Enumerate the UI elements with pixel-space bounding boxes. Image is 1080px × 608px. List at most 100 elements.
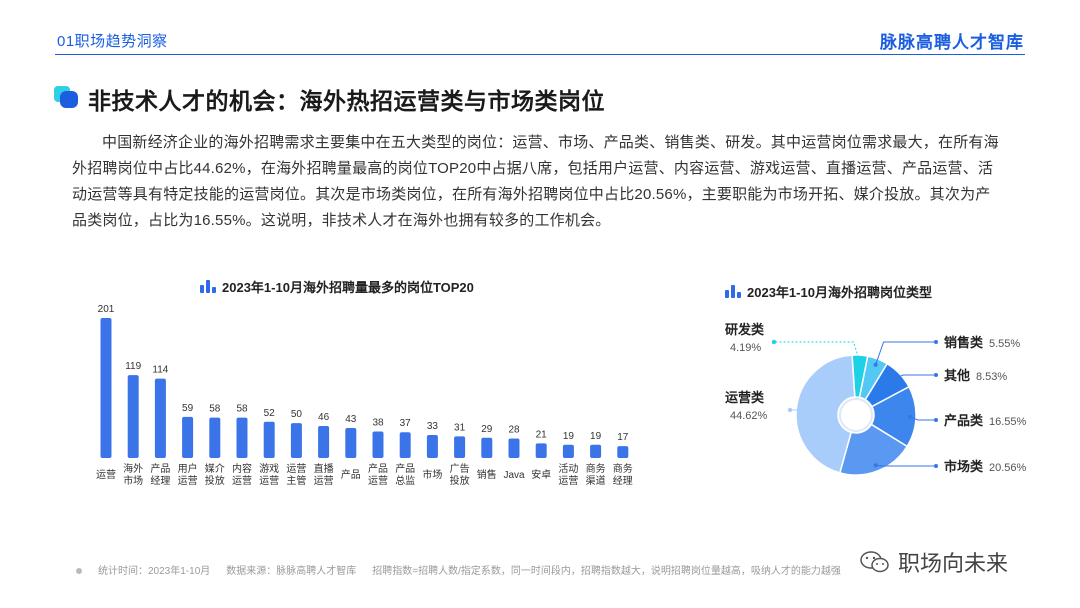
bar-value-label: 50 xyxy=(291,409,303,420)
slice-value: 5.55% xyxy=(989,338,1020,350)
footer-dot-icon xyxy=(76,568,82,575)
category-label: 安卓 xyxy=(531,468,551,481)
category-label: 总监 xyxy=(395,474,415,487)
bar-value-label: 46 xyxy=(318,412,330,423)
slice-label: 研发类 xyxy=(725,322,765,337)
bar xyxy=(209,417,221,458)
leader-end-dot xyxy=(934,373,938,377)
bar xyxy=(562,444,574,458)
donut-slice xyxy=(838,423,909,476)
category-label: 运营 xyxy=(314,474,334,487)
bar-value-label: 29 xyxy=(481,424,493,435)
slice-value: 4.19% xyxy=(730,342,761,354)
category-label: Java xyxy=(503,470,525,481)
category-label: 媒介 xyxy=(205,463,225,475)
category-label: 市场 xyxy=(422,468,442,481)
page-title: 非技术人才的机会：海外热招运营类与市场类岗位 xyxy=(88,88,605,114)
category-label: 投放 xyxy=(205,474,225,487)
category-label: 产品 xyxy=(150,462,170,475)
category-label: 经理 xyxy=(150,474,170,487)
leader-line xyxy=(875,341,936,365)
category-label: 游戏 xyxy=(259,462,279,475)
category-label: 运营 xyxy=(259,474,279,487)
leader-line xyxy=(875,464,936,467)
bar-value-label: 17 xyxy=(617,432,629,443)
footer-time: 统计时间：2023年1-10月 xyxy=(98,566,211,577)
category-label: 内容 xyxy=(232,462,252,475)
slice-value: 44.62% xyxy=(730,410,768,422)
bar xyxy=(154,378,166,458)
bar-value-label: 52 xyxy=(264,408,276,419)
category-label: 运营 xyxy=(178,474,198,487)
bar-value-label: 19 xyxy=(590,431,602,442)
bar xyxy=(236,417,248,458)
leader-end-dot xyxy=(934,340,938,344)
leader-line xyxy=(909,416,936,421)
summary-paragraph: 中国新经济企业的海外招聘需求主要集中在五大类型的岗位：运营、市场、产品类、销售类… xyxy=(72,134,999,229)
category-label: 海外 xyxy=(123,462,143,475)
bar xyxy=(426,435,438,458)
wechat-icon xyxy=(860,551,889,573)
bar xyxy=(345,428,357,458)
slice-label: 市场类 xyxy=(944,459,984,474)
bar-value-label: 59 xyxy=(182,403,194,414)
category-label: 直播 xyxy=(314,462,334,475)
bar xyxy=(182,416,194,458)
donut-chart: 研发类 4.19% 销售类 5.55% 其他 8.53% 产品类 16.55% 市场类 20.56… xyxy=(725,322,1027,476)
footer: 统计时间：2023年1-10月 数据来源：脉脉高聘人才智库 招聘指数=招聘人数/指定… xyxy=(76,562,857,577)
bar-chart-icon xyxy=(200,280,216,293)
leader-dot xyxy=(893,375,898,380)
category-label: 商务 xyxy=(613,462,633,475)
title-bullet-icon xyxy=(54,86,78,108)
bar-chart-title-text: 2023年1-10月海外招聘量最多的岗位TOP20 xyxy=(222,280,474,295)
donut-slice xyxy=(795,354,856,474)
bar xyxy=(508,438,520,458)
bar-value-label: 114 xyxy=(152,365,168,376)
bar-value-label: 38 xyxy=(372,418,384,429)
bar xyxy=(535,443,547,458)
slice-label: 运营类 xyxy=(725,390,765,405)
category-label: 商务 xyxy=(586,462,606,475)
category-label: 产品 xyxy=(368,462,388,475)
category-label: 经理 xyxy=(613,474,633,487)
category-label: 渠道 xyxy=(586,474,606,487)
leader-line xyxy=(895,374,936,379)
category-label: 活动 xyxy=(558,463,578,475)
pie-chart-icon xyxy=(725,285,741,298)
category-label: 广告 xyxy=(450,462,470,475)
category-label: 主管 xyxy=(286,474,306,487)
category-label: 销售 xyxy=(477,468,497,481)
leader-end-dot xyxy=(771,339,777,345)
pie-chart-title-text: 2023年1-10月海外招聘岗位类型 xyxy=(747,285,932,300)
category-label: 产品 xyxy=(395,462,415,475)
footer-source: 数据来源：脉脉高聘人才智库 xyxy=(226,566,357,577)
bar xyxy=(290,423,302,458)
bar-value-label: 28 xyxy=(508,424,520,435)
slice-label: 其他 xyxy=(944,368,970,383)
category-label: 运营 xyxy=(232,474,252,487)
bar xyxy=(617,446,629,458)
leader-dot xyxy=(873,362,878,367)
footer-note: 招聘指数=招聘人数/指定系数，同一时间段内，招聘指数越大，说明招聘岗位量越高，吸… xyxy=(372,566,841,577)
watermark-text: 职场向未来 xyxy=(898,551,1009,576)
bar-value-label: 19 xyxy=(563,431,575,442)
slice-value: 16.55% xyxy=(989,416,1027,428)
bar-value-label: 43 xyxy=(345,414,357,425)
bar xyxy=(127,375,139,458)
bar-chart: 201运营119海外市场114产品经理59用户运营58媒介投放58内容运营52游… xyxy=(96,304,633,487)
pie-chart-title: 2023年1-10月海外招聘岗位类型 xyxy=(725,282,932,301)
bar-value-label: 58 xyxy=(209,404,221,415)
bar-value-label: 58 xyxy=(236,404,248,415)
donut-hole xyxy=(839,398,873,432)
bar xyxy=(372,431,384,458)
leader-dot xyxy=(873,463,878,468)
bar xyxy=(100,318,112,458)
bar-value-label: 37 xyxy=(400,418,412,429)
bar xyxy=(454,436,466,458)
bar xyxy=(481,437,493,458)
leader-end-dot xyxy=(934,418,938,422)
bar-value-label: 31 xyxy=(454,422,466,433)
bar xyxy=(263,421,275,458)
category-label: 运营 xyxy=(558,474,578,487)
header-divider xyxy=(55,54,1025,55)
